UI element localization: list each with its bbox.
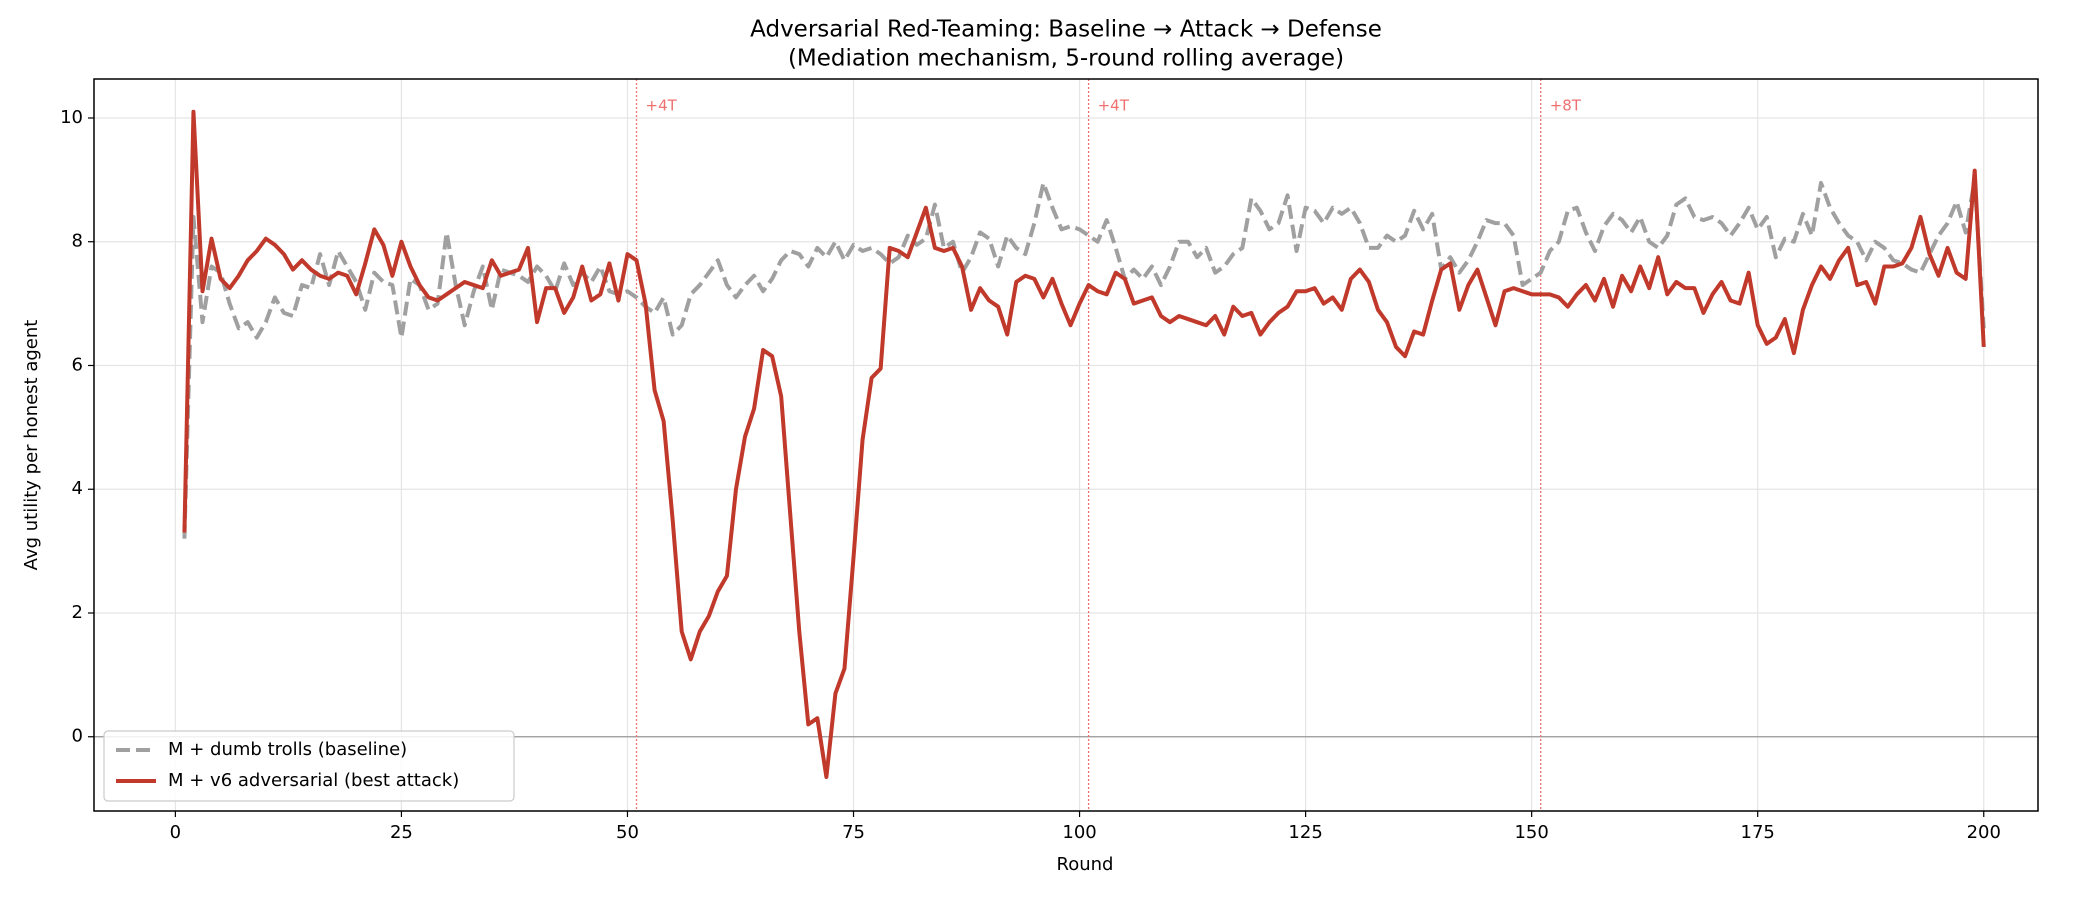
x-tick-label: 175	[1741, 822, 1775, 843]
x-tick-label: 125	[1288, 822, 1322, 843]
y-tick-label: 8	[72, 231, 83, 252]
x-tick-label: 75	[842, 822, 865, 843]
legend-label: M + v6 adversarial (best attack)	[168, 770, 459, 791]
y-axis-label: Avg utility per honest agent	[21, 320, 42, 571]
event-label: +4T	[1098, 97, 1130, 115]
y-tick-label: 2	[72, 602, 83, 623]
chart-title: Adversarial Red-Teaming: Baseline → Atta…	[750, 17, 1382, 43]
x-tick-label: 200	[1967, 822, 2001, 843]
y-tick-label: 0	[72, 726, 83, 747]
y-tick-label: 6	[72, 354, 83, 375]
x-tick-label: 100	[1062, 822, 1096, 843]
y-tick-label: 4	[72, 478, 83, 499]
event-label: +8T	[1550, 97, 1582, 115]
x-axis-label: Round	[1057, 854, 1114, 875]
series-line	[182, 109, 1986, 779]
chart-subtitle: (Mediation mechanism, 5-round rolling av…	[788, 46, 1344, 72]
plot-frame	[93, 78, 2039, 812]
x-tick-label: 150	[1514, 822, 1548, 843]
series-line	[182, 177, 1986, 539]
event-label: +4T	[646, 97, 678, 115]
x-tick-label: 0	[170, 822, 181, 843]
legend-label: M + dumb trolls (baseline)	[168, 739, 407, 760]
legend-box	[103, 730, 515, 802]
x-tick-label: 25	[390, 822, 413, 843]
x-tick-label: 50	[616, 822, 639, 843]
y-tick-label: 10	[60, 107, 83, 128]
legend: M + dumb trolls (baseline) M + v6 adversa…	[103, 730, 515, 802]
